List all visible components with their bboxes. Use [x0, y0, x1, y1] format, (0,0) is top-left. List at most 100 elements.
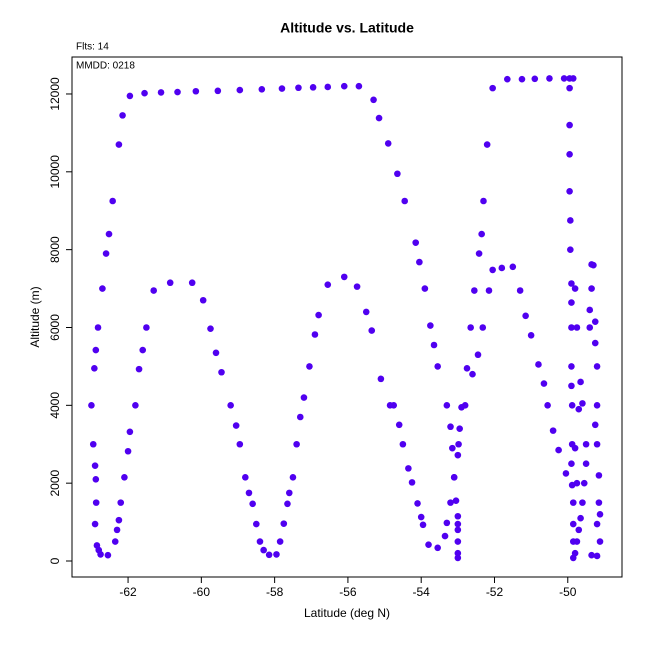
data-point: [91, 365, 98, 372]
data-point: [256, 538, 264, 545]
chart-title: Altitude vs. Latitude: [280, 20, 414, 36]
data-point: [522, 312, 529, 320]
data-point: [434, 544, 441, 552]
data-point: [293, 440, 300, 448]
x-axis-label: Latitude (deg N): [304, 606, 390, 620]
data-point: [340, 273, 348, 281]
data-point: [449, 444, 456, 452]
data-point: [469, 370, 476, 378]
data-point: [232, 422, 240, 429]
data-point: [568, 363, 575, 370]
data-point: [454, 520, 462, 528]
data-point: [109, 197, 116, 205]
data-point: [568, 299, 575, 306]
data-point: [273, 551, 280, 558]
data-point: [126, 428, 134, 436]
data-point: [121, 474, 128, 481]
data-point: [245, 489, 253, 497]
data-point: [568, 324, 575, 331]
data-point: [284, 500, 291, 508]
data-point: [427, 322, 434, 329]
data-point: [475, 250, 483, 257]
data-point: [567, 246, 574, 253]
data-point: [454, 512, 462, 520]
data-point: [474, 351, 482, 359]
x-tick-label: -62: [119, 585, 137, 599]
y-tick-label: 4000: [48, 392, 62, 419]
data-point: [212, 349, 220, 357]
data-point: [454, 526, 462, 534]
data-point: [425, 541, 432, 548]
y-tick-label: 0: [48, 557, 62, 564]
data-point: [582, 440, 590, 448]
data-point: [566, 84, 573, 92]
data-point: [580, 479, 588, 487]
data-point: [588, 551, 595, 559]
data-point: [593, 440, 601, 448]
data-point: [573, 479, 581, 487]
data-point: [596, 538, 604, 545]
data-point: [540, 380, 548, 387]
data-point: [258, 86, 266, 93]
data-point: [560, 75, 568, 82]
y-tick-label: 12000: [48, 77, 62, 111]
data-point: [311, 331, 319, 338]
data-point: [115, 516, 123, 524]
data-point: [92, 346, 100, 354]
data-point: [315, 311, 322, 319]
data-point: [236, 440, 244, 448]
data-point: [94, 324, 102, 331]
data-point: [546, 75, 553, 82]
data-point: [386, 402, 394, 409]
data-point: [483, 141, 491, 148]
data-point: [586, 306, 594, 314]
data-point: [571, 444, 579, 452]
data-point: [375, 114, 383, 122]
data-point: [567, 217, 574, 224]
data-point: [454, 554, 462, 562]
data-point: [571, 285, 579, 292]
data-point: [591, 421, 599, 429]
x-tick-label: -50: [559, 585, 577, 599]
data-point: [135, 365, 143, 373]
data-point: [91, 462, 99, 469]
data-point: [568, 402, 576, 409]
data-point: [430, 341, 438, 349]
data-point: [412, 239, 420, 246]
data-point: [447, 499, 454, 506]
data-point: [340, 82, 348, 90]
data-point: [450, 474, 458, 481]
data-point: [104, 551, 112, 559]
data-point: [260, 546, 267, 554]
x-tick-label: -52: [486, 585, 504, 599]
data-point: [214, 87, 222, 95]
data-point: [192, 87, 200, 95]
data-point: [278, 85, 286, 92]
data-point: [141, 89, 148, 97]
data-point: [199, 296, 207, 304]
data-point: [132, 402, 139, 409]
data-point: [399, 440, 407, 448]
data-point: [595, 499, 603, 506]
data-point: [166, 279, 174, 287]
data-point: [280, 520, 288, 527]
data-point: [569, 75, 577, 82]
data-point: [265, 551, 273, 559]
data-point: [461, 402, 469, 409]
data-point: [573, 324, 581, 331]
data-point: [549, 427, 557, 434]
data-point: [454, 549, 462, 557]
data-point: [593, 520, 601, 528]
data-point: [569, 520, 577, 528]
annotation: MMDD: 0218: [76, 61, 135, 72]
data-point: [575, 526, 583, 534]
data-point: [434, 363, 441, 370]
data-point: [569, 499, 577, 506]
data-point: [467, 324, 474, 331]
x-tick-label: -54: [413, 585, 431, 599]
data-point: [590, 261, 597, 269]
data-point: [417, 513, 425, 521]
data-point: [456, 425, 463, 432]
